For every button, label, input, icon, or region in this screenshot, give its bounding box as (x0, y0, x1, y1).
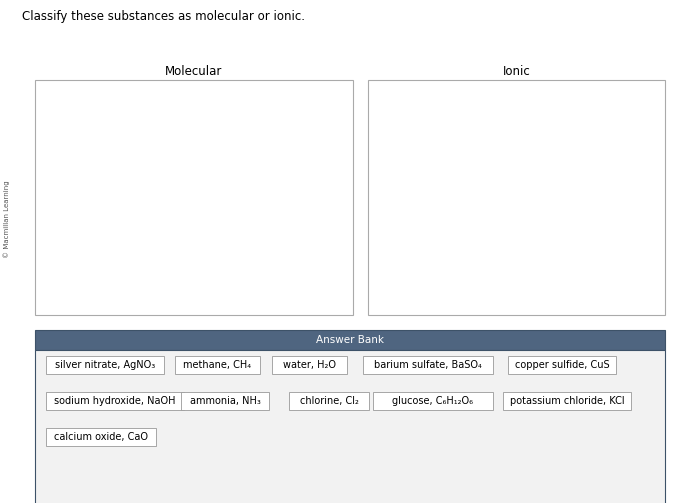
Text: barium sulfate, BaSO₄: barium sulfate, BaSO₄ (374, 360, 482, 370)
Text: glucose, C₆H₁₂O₆: glucose, C₆H₁₂O₆ (393, 396, 473, 406)
Bar (368, 80, 665, 315)
Bar (175, 356, 260, 374)
Bar (181, 392, 269, 410)
Bar (373, 392, 493, 410)
Bar (503, 392, 631, 410)
Text: © Macmillan Learning: © Macmillan Learning (4, 180, 10, 258)
Bar (35, 330, 665, 350)
Bar (289, 392, 369, 410)
Bar (46, 356, 164, 374)
Text: copper sulfide, CuS: copper sulfide, CuS (514, 360, 609, 370)
Text: methane, CH₄: methane, CH₄ (183, 360, 251, 370)
Text: Ionic: Ionic (503, 65, 531, 78)
Bar (508, 356, 616, 374)
Bar (35, 80, 353, 315)
Bar (46, 428, 156, 446)
Text: Molecular: Molecular (165, 65, 223, 78)
Text: sodium hydroxide, NaOH: sodium hydroxide, NaOH (55, 396, 176, 406)
Text: potassium chloride, KCl: potassium chloride, KCl (510, 396, 624, 406)
Text: chlorine, Cl₂: chlorine, Cl₂ (300, 396, 358, 406)
Bar (46, 392, 184, 410)
Text: calcium oxide, CaO: calcium oxide, CaO (54, 432, 148, 442)
Text: water, H₂O: water, H₂O (283, 360, 336, 370)
Bar (35, 350, 665, 503)
Bar (363, 356, 493, 374)
Bar (272, 356, 347, 374)
Text: ammonia, NH₃: ammonia, NH₃ (190, 396, 260, 406)
Text: Answer Bank: Answer Bank (316, 335, 384, 345)
Text: silver nitrate, AgNO₃: silver nitrate, AgNO₃ (55, 360, 155, 370)
Text: Classify these substances as molecular or ionic.: Classify these substances as molecular o… (22, 10, 305, 23)
